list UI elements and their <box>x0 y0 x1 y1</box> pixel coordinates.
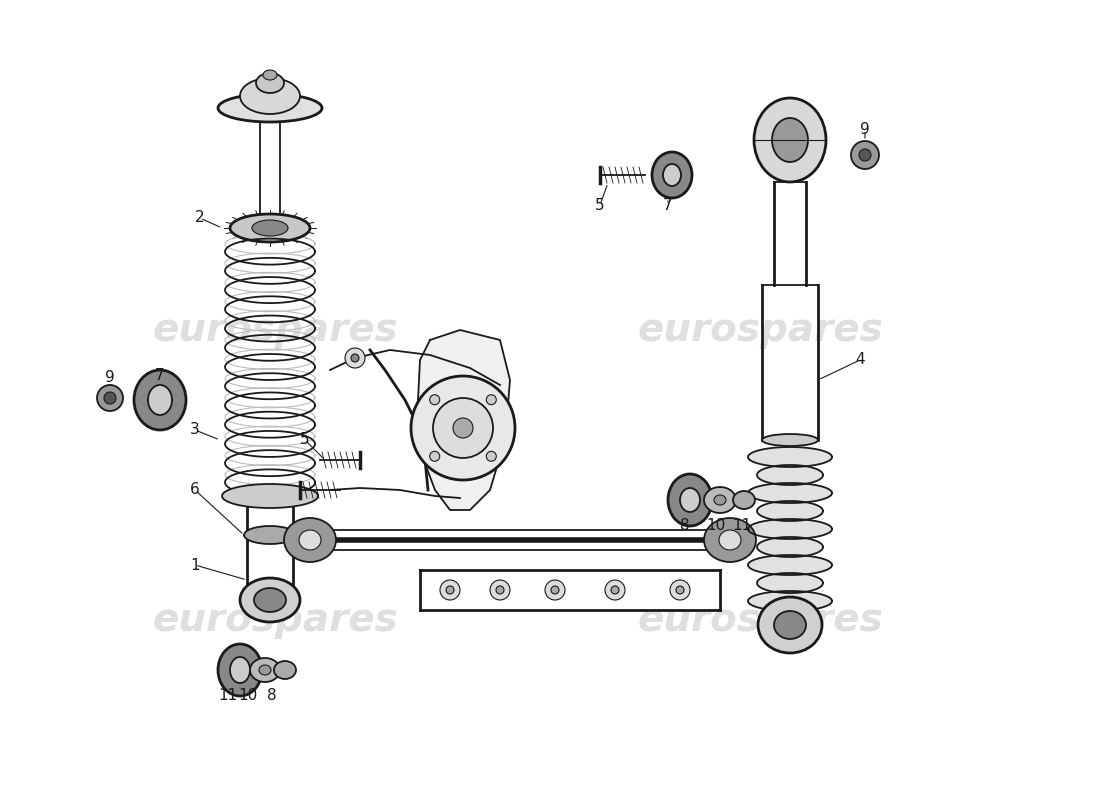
Text: 9: 9 <box>860 122 870 138</box>
Ellipse shape <box>230 214 310 242</box>
Ellipse shape <box>254 588 286 612</box>
Text: eurospares: eurospares <box>637 311 883 349</box>
Text: 5: 5 <box>595 198 605 213</box>
Circle shape <box>851 141 879 169</box>
Ellipse shape <box>652 152 692 198</box>
Circle shape <box>605 580 625 600</box>
Polygon shape <box>757 573 823 593</box>
Text: 6: 6 <box>190 482 200 498</box>
Text: eurospares: eurospares <box>152 601 398 639</box>
Polygon shape <box>418 330 510 510</box>
Text: 7: 7 <box>155 367 165 382</box>
Ellipse shape <box>284 518 336 562</box>
Circle shape <box>430 451 440 462</box>
Ellipse shape <box>754 98 826 182</box>
Ellipse shape <box>263 70 277 80</box>
Text: 1: 1 <box>190 558 200 573</box>
Ellipse shape <box>148 385 172 415</box>
Polygon shape <box>748 555 832 575</box>
Polygon shape <box>748 591 832 611</box>
Ellipse shape <box>240 578 300 622</box>
Circle shape <box>544 580 565 600</box>
Circle shape <box>490 580 510 600</box>
Circle shape <box>97 385 123 411</box>
Polygon shape <box>757 501 823 521</box>
Text: 10: 10 <box>706 518 726 533</box>
Circle shape <box>351 354 359 362</box>
Text: 10: 10 <box>239 687 257 702</box>
Circle shape <box>551 586 559 594</box>
Circle shape <box>496 586 504 594</box>
Circle shape <box>453 418 473 438</box>
Ellipse shape <box>256 73 284 93</box>
Polygon shape <box>748 447 832 467</box>
Text: 2: 2 <box>195 210 205 226</box>
Text: eurospares: eurospares <box>637 601 883 639</box>
Ellipse shape <box>240 78 300 114</box>
Circle shape <box>446 586 454 594</box>
Ellipse shape <box>774 611 806 639</box>
Ellipse shape <box>704 487 736 513</box>
Ellipse shape <box>252 220 288 236</box>
Ellipse shape <box>663 164 681 186</box>
Text: 4: 4 <box>855 353 865 367</box>
Circle shape <box>676 586 684 594</box>
Circle shape <box>411 376 515 480</box>
Circle shape <box>345 348 365 368</box>
Circle shape <box>486 451 496 462</box>
Circle shape <box>430 394 440 405</box>
Circle shape <box>433 398 493 458</box>
Ellipse shape <box>733 491 755 509</box>
Ellipse shape <box>258 665 271 675</box>
Ellipse shape <box>222 484 318 508</box>
Circle shape <box>859 149 871 161</box>
Ellipse shape <box>299 530 321 550</box>
Ellipse shape <box>274 661 296 679</box>
Polygon shape <box>748 519 832 539</box>
Ellipse shape <box>668 474 712 526</box>
Polygon shape <box>748 483 832 503</box>
Ellipse shape <box>704 518 756 562</box>
Ellipse shape <box>758 597 822 653</box>
Ellipse shape <box>250 658 280 682</box>
Ellipse shape <box>719 530 741 550</box>
Circle shape <box>610 586 619 594</box>
Text: 7: 7 <box>663 198 673 213</box>
Ellipse shape <box>218 94 322 122</box>
Polygon shape <box>757 465 823 485</box>
Ellipse shape <box>772 118 808 162</box>
Ellipse shape <box>762 434 818 446</box>
Ellipse shape <box>230 657 250 683</box>
Circle shape <box>104 392 116 404</box>
Ellipse shape <box>714 495 726 505</box>
Text: 9: 9 <box>106 370 114 386</box>
Text: 11: 11 <box>733 518 751 533</box>
Circle shape <box>670 580 690 600</box>
Circle shape <box>486 394 496 405</box>
Text: eurospares: eurospares <box>152 311 398 349</box>
Ellipse shape <box>680 488 700 512</box>
Text: 5: 5 <box>300 433 310 447</box>
Text: 11: 11 <box>219 687 238 702</box>
Ellipse shape <box>218 644 262 696</box>
Text: 3: 3 <box>190 422 200 438</box>
Ellipse shape <box>244 526 296 544</box>
Polygon shape <box>757 537 823 557</box>
Ellipse shape <box>134 370 186 430</box>
Circle shape <box>440 580 460 600</box>
Text: 8: 8 <box>680 518 690 533</box>
Text: 8: 8 <box>267 687 277 702</box>
